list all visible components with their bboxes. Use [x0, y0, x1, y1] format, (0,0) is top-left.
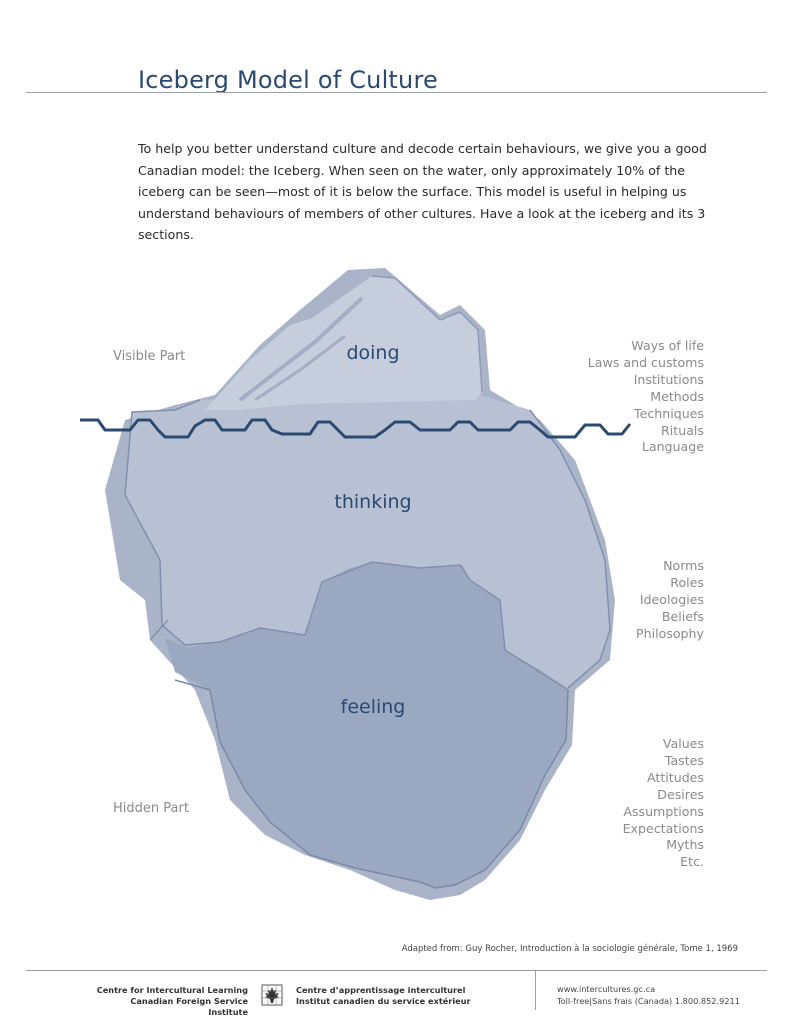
iceberg-thinking-body — [125, 395, 610, 688]
list-item: Tastes — [664, 752, 704, 768]
list-item: Myths — [666, 837, 704, 853]
list-item: Expectations — [622, 820, 704, 836]
intro-text: To help you better understand culture an… — [138, 141, 707, 242]
title-divider — [26, 92, 767, 93]
footer-org-french: Centre d’apprentissage interculturel Ins… — [296, 985, 496, 1007]
iceberg-inner-outline — [124, 399, 611, 689]
list-item: Assumptions — [623, 803, 704, 819]
list-item: Techniques — [634, 405, 704, 421]
doing-list: Ways of life Laws and customs Institutio… — [588, 338, 704, 456]
waterline — [80, 418, 632, 439]
iceberg-feeling-base — [165, 562, 568, 888]
footer-website-link[interactable]: www.intercultures.gc.ca — [557, 984, 656, 994]
iceberg-base-outline — [174, 679, 569, 889]
list-item: Etc. — [680, 854, 704, 870]
footer-divider — [26, 970, 767, 971]
footer-org-fr-line2: Institut canadien du service extérieur — [296, 996, 471, 1006]
thinking-list: Norms Roles Ideologies Beliefs Philosoph… — [636, 558, 704, 643]
hidden-part-label: Hidden Part — [113, 801, 189, 816]
iceberg-tip-edge — [371, 275, 483, 393]
list-item: Attitudes — [647, 769, 704, 785]
footer-contact: www.intercultures.gc.ca Toll-free|Sans f… — [557, 983, 740, 1007]
visible-part-label: Visible Part — [113, 349, 186, 364]
list-item: Beliefs — [661, 608, 704, 624]
list-item: Institutions — [633, 371, 704, 387]
list-item: Norms — [663, 558, 704, 573]
list-item: Roles — [670, 574, 704, 590]
list-item: Ways of life — [631, 338, 704, 353]
list-item: Desires — [657, 786, 704, 802]
zone-thinking-label: thinking — [334, 491, 412, 513]
feeling-list: Values Tastes Attitudes Desires Assumpti… — [623, 736, 704, 871]
list-item: Rituals — [661, 422, 704, 438]
page-title: Iceberg Model of Culture — [138, 66, 438, 94]
iceberg-doing-tip — [205, 276, 482, 410]
zone-feeling-label: feeling — [340, 696, 406, 718]
list-item: Language — [641, 439, 704, 455]
list-item: Methods — [650, 388, 704, 404]
footer-org-fr-line1: Centre d’apprentissage interculturel — [296, 985, 466, 995]
list-item: Ideologies — [639, 591, 704, 607]
footer-org-en-line1: Centre for Intercultural Learning — [96, 985, 248, 995]
list-item: Philosophy — [636, 625, 704, 641]
list-item: Values — [662, 736, 704, 751]
intro-paragraph: To help you better understand culture an… — [138, 138, 718, 246]
footer-org-english: Centre for Intercultural Learning Canadi… — [93, 985, 248, 1018]
source-citation: Adapted from: Guy Rocher, Introduction à… — [401, 944, 738, 954]
iceberg-tip-facet-2 — [254, 334, 346, 402]
zone-doing-label: doing — [346, 342, 400, 364]
footer-vertical-divider — [535, 970, 536, 1010]
list-item: Laws and customs — [587, 354, 704, 370]
footer-phone: Toll-free|Sans frais (Canada) 1.800.852.… — [557, 996, 740, 1006]
maple-leaf-logo-icon — [261, 984, 283, 1006]
footer-org-en-line2: Canadian Foreign Service Institute — [130, 996, 248, 1017]
iceberg-base-facet — [149, 619, 569, 691]
iceberg-tip-facet — [238, 296, 364, 402]
